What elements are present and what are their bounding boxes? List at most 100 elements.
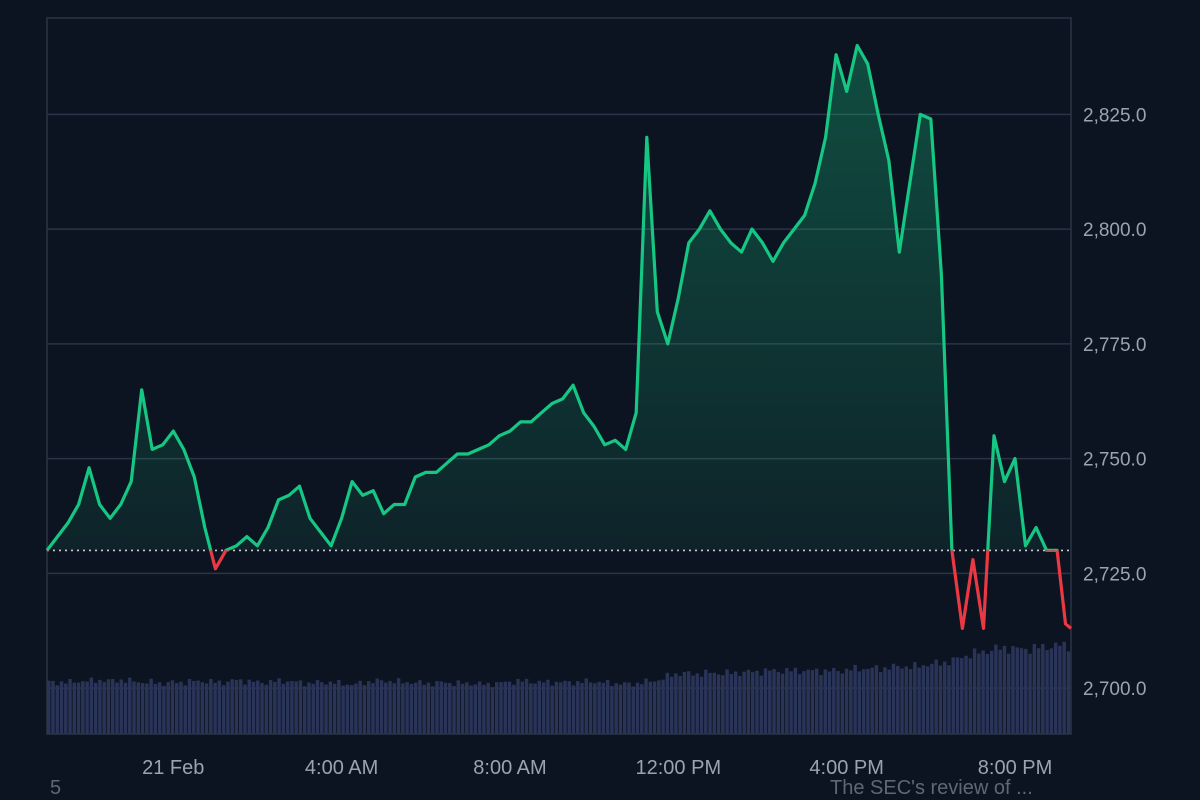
volume-bar xyxy=(102,682,106,734)
volume-bar xyxy=(546,679,550,734)
y-tick-label: 2,750.0 xyxy=(1083,450,1146,471)
volume-bar xyxy=(576,681,580,734)
volume-bar xyxy=(234,679,239,734)
volume-bar xyxy=(482,684,486,734)
volume-bar xyxy=(431,686,435,734)
volume-bar xyxy=(768,670,772,734)
volume-bar xyxy=(559,682,563,734)
volume-bar xyxy=(281,683,286,734)
volume-bar xyxy=(938,665,943,734)
volume-bar xyxy=(72,682,77,734)
volume-bar xyxy=(332,683,337,734)
volume-bar xyxy=(746,669,751,734)
volume-bar xyxy=(119,679,123,734)
volume-bar xyxy=(776,671,781,734)
volume-bar xyxy=(162,685,166,734)
x-tick-label: 8:00 AM xyxy=(473,757,546,779)
volume-bar xyxy=(388,681,392,734)
volume-bar xyxy=(917,667,921,734)
volume-bar xyxy=(157,682,162,734)
volume-bar xyxy=(832,667,836,734)
volume-bar xyxy=(132,681,136,734)
volume-bar xyxy=(187,679,192,734)
volume-bar xyxy=(657,680,661,734)
volume-bar xyxy=(610,685,614,734)
volume-bar xyxy=(136,682,141,734)
volume-bar xyxy=(426,682,431,734)
volume-bar xyxy=(588,682,593,734)
volume-bar xyxy=(704,669,708,734)
volume-bar xyxy=(870,667,874,734)
volume-bar xyxy=(256,680,260,734)
volume-bar xyxy=(341,685,345,734)
x-axis-labels: 21 Feb 4:00 AM 8:00 AM 12:00 PM 4:00 PM 8:00 … xyxy=(142,757,1052,779)
volume-bar xyxy=(687,671,691,734)
price-line-above xyxy=(45,43,1059,551)
volume-bar xyxy=(106,679,111,734)
volume-bar xyxy=(456,680,461,734)
volume-bar xyxy=(1007,653,1011,734)
volume-bar xyxy=(836,671,840,734)
volume-bar xyxy=(819,675,823,734)
volume-bar xyxy=(298,680,303,734)
volume-bar xyxy=(827,671,832,734)
volume-bar xyxy=(243,684,247,734)
volume-bar xyxy=(806,669,810,734)
volume-bar xyxy=(913,662,917,734)
volume-bar xyxy=(674,673,678,734)
volume-bar xyxy=(1045,650,1049,734)
x-tick-label: 8:00 PM xyxy=(978,757,1052,779)
volume-bar xyxy=(307,682,311,734)
volume-bar xyxy=(217,680,222,734)
volume-bar xyxy=(328,681,333,734)
volume-bar xyxy=(652,681,657,734)
volume-bar xyxy=(742,671,746,734)
volume-bar xyxy=(665,672,670,734)
volume-bar xyxy=(712,672,717,734)
volume-bar xyxy=(682,671,687,734)
volume-bar xyxy=(349,685,354,734)
volume-bar xyxy=(998,649,1002,734)
volume-bar xyxy=(981,650,985,734)
volume-bar xyxy=(358,680,362,734)
news-ticker-headline[interactable]: The SEC's review of ... xyxy=(830,777,1033,799)
footer-page-number: 5 xyxy=(50,777,62,799)
volume-bar xyxy=(896,665,900,734)
volume-bar xyxy=(840,673,845,734)
volume-bar xyxy=(908,669,913,734)
volume-bar xyxy=(392,683,397,734)
volume-bar xyxy=(51,680,55,734)
volume-bar xyxy=(580,682,584,734)
x-tick-label: 21 Feb xyxy=(142,757,204,779)
volume-bar xyxy=(268,680,273,734)
volume-bar xyxy=(294,681,298,734)
volume-bar xyxy=(1036,648,1041,734)
volume-bar xyxy=(311,683,315,734)
volume-bar xyxy=(183,685,187,734)
volume-bar xyxy=(512,684,516,734)
volume-bar xyxy=(477,681,482,734)
volume-bar xyxy=(955,657,960,734)
volume-bar xyxy=(1053,642,1058,734)
volume-bar xyxy=(883,667,887,734)
volume-bar xyxy=(76,682,81,734)
volume-bar xyxy=(1062,641,1066,734)
volume-bar xyxy=(729,674,734,734)
volume-bar xyxy=(669,676,674,734)
volume-bar xyxy=(857,671,862,734)
volume-bar xyxy=(324,684,328,734)
volume-bar xyxy=(213,682,217,734)
volume-bar xyxy=(499,682,503,734)
volume-bar xyxy=(85,681,89,734)
volume-bar xyxy=(763,668,768,734)
volume-bar xyxy=(989,650,994,734)
volume-bar xyxy=(379,680,384,734)
volume-bar xyxy=(401,683,405,734)
volume-bar xyxy=(375,678,379,734)
y-tick-label: 2,700.0 xyxy=(1083,679,1146,700)
volume-bar xyxy=(1041,644,1045,734)
volume-bar xyxy=(567,681,571,734)
y-tick-label: 2,725.0 xyxy=(1083,564,1146,585)
volume-bar xyxy=(251,681,256,734)
